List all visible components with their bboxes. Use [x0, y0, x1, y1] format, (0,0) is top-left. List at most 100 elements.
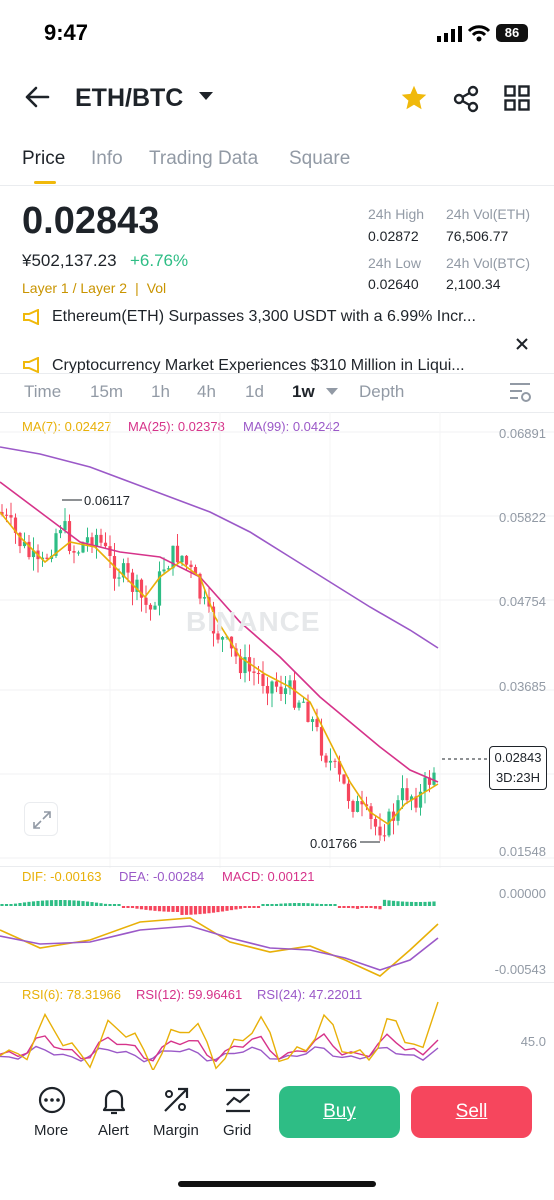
buy-button[interactable]: Buy [279, 1086, 400, 1138]
candle [414, 796, 418, 808]
candle [198, 573, 202, 599]
ma99-label: MA(99): 0.04242 [243, 419, 340, 434]
interval-caret-icon[interactable] [326, 388, 338, 396]
interval-depth[interactable]: Depth [359, 382, 405, 401]
tag-vol[interactable]: Vol [146, 280, 167, 296]
candle [355, 801, 360, 812]
share-icon[interactable] [452, 85, 480, 113]
candle [45, 557, 49, 559]
wifi-icon [467, 25, 491, 42]
macd-bar [27, 901, 31, 906]
candle [31, 550, 36, 558]
ma25-label: MA(25): 0.02378 [128, 419, 225, 434]
layout-grid-icon[interactable] [504, 85, 530, 111]
macd-bar [99, 903, 103, 906]
macd-bar [121, 906, 126, 908]
more-label[interactable]: More [34, 1122, 69, 1139]
tab-trading-data[interactable]: Trading Data [149, 148, 259, 169]
macd-bar [279, 903, 283, 906]
interval-1d[interactable]: 1d [245, 382, 264, 401]
candle [252, 671, 256, 673]
megaphone-icon [23, 357, 39, 373]
price-axis-label: 0.05822 [499, 510, 546, 525]
caret-down-icon[interactable] [198, 91, 214, 101]
macd-bar [229, 906, 234, 911]
more-button[interactable] [26, 1086, 78, 1146]
candle [184, 555, 189, 565]
tabs-divider [0, 185, 554, 186]
ma7-label: MA(7): 0.02427 [22, 419, 112, 434]
alert-button[interactable] [88, 1086, 140, 1146]
grid-label[interactable]: Grid [223, 1122, 252, 1139]
price-axis-label: 0.04754 [499, 594, 546, 609]
candle [279, 686, 283, 695]
tab-price[interactable]: Price [22, 148, 66, 169]
candle [216, 633, 220, 640]
tab-info[interactable]: Info [91, 148, 123, 169]
candle [409, 796, 414, 801]
macd-bar [180, 906, 184, 915]
grid-button[interactable] [212, 1086, 264, 1146]
news-ticker[interactable]: Ethereum(ETH) Surpasses 3,300 USDT with … [0, 305, 554, 373]
bell-icon [102, 1089, 126, 1115]
news-item[interactable]: Cryptocurrency Market Experiences $310 M… [52, 357, 465, 373]
expand-icon [33, 811, 51, 829]
macd-bar [175, 906, 180, 912]
macd-histogram [0, 899, 436, 915]
macd-bar [0, 904, 4, 906]
candle [67, 521, 72, 551]
vol-btc-value: 2,100.34 [446, 276, 501, 292]
interval-1h[interactable]: 1h [151, 382, 170, 401]
macd-bar [202, 906, 207, 914]
candle [288, 680, 292, 689]
macd-bar [198, 906, 202, 915]
news-item[interactable]: Ethereum(ETH) Surpasses 3,300 USDT with … [52, 308, 476, 325]
macd-bar [409, 901, 414, 906]
rsi-divider [0, 982, 554, 983]
candle [162, 569, 166, 572]
chart-settings-icon[interactable] [508, 381, 532, 403]
tag-layer[interactable]: Layer 1 / Layer 2 [22, 280, 128, 296]
candlestick-chart[interactable] [0, 412, 554, 868]
interval-1w[interactable]: 1w [292, 382, 315, 401]
macd-bar [9, 904, 13, 906]
macd-bar [157, 906, 162, 912]
candle [256, 672, 261, 675]
ma7-line [0, 511, 439, 826]
close-icon[interactable] [515, 337, 529, 351]
fullscreen-button[interactable] [24, 802, 58, 836]
back-arrow-icon[interactable] [24, 85, 50, 109]
candle [346, 783, 351, 802]
star-icon[interactable] [399, 84, 429, 112]
candle [301, 701, 306, 703]
sell-button[interactable]: Sell [411, 1086, 532, 1138]
price-change: +6.76% [130, 251, 189, 270]
margin-button[interactable] [150, 1086, 202, 1146]
macd-bar [342, 906, 346, 908]
macd-bar [301, 903, 306, 906]
candle [405, 788, 409, 801]
alert-label[interactable]: Alert [98, 1122, 129, 1139]
macd-bar [360, 906, 364, 908]
category-tags[interactable]: Layer 1 / Layer 2 | Vol [22, 280, 167, 296]
tab-square[interactable]: Square [289, 148, 351, 169]
macd-bar [31, 901, 36, 906]
macd-bar [328, 904, 333, 906]
interval-4h[interactable]: 4h [197, 382, 216, 401]
interval-time[interactable]: Time [24, 382, 62, 401]
macd-bar [400, 901, 405, 906]
candle [337, 761, 342, 775]
candle [283, 688, 288, 695]
macd-bar [243, 906, 247, 909]
candle [274, 681, 279, 687]
rsi-chart [0, 1001, 439, 1072]
macd-value-label: MACD: 0.00121 [222, 869, 315, 884]
candle [130, 572, 135, 592]
pair-title[interactable]: ETH/BTC [75, 84, 184, 112]
candle [22, 541, 27, 547]
margin-label[interactable]: Margin [153, 1122, 199, 1139]
macd-dea-label: DEA: -0.00284 [119, 869, 205, 884]
macd-bar [54, 900, 58, 906]
interval-15m[interactable]: 15m [90, 382, 124, 401]
status-time: 9:47 [44, 20, 89, 45]
